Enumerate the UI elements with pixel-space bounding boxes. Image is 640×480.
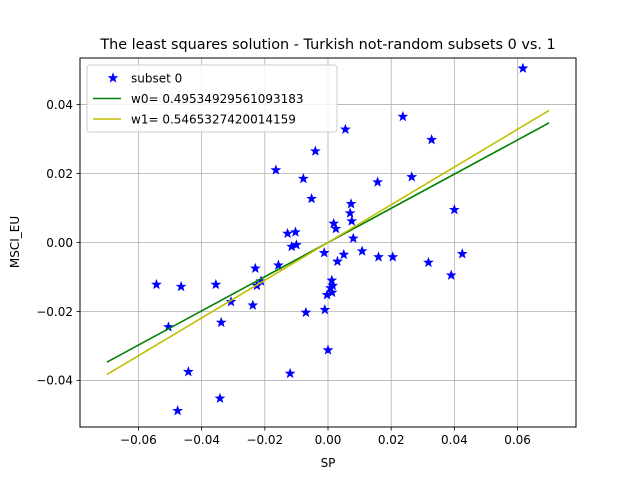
data-point [448,204,460,215]
data-point [356,245,368,256]
legend-marker [107,72,119,83]
x-tick-label: −0.06 [120,433,157,447]
data-point [225,296,237,307]
legend-label: w1= 0.5465327420014159 [131,112,296,126]
data-point [373,251,384,262]
data-point [339,123,351,134]
legend-label: w0= 0.49534929561093183 [131,92,304,106]
data-point [319,304,331,315]
data-point [282,227,293,239]
data-point [338,248,350,260]
data-point [273,259,284,270]
data-point [214,392,226,403]
data-point [215,316,227,328]
data-point [172,405,184,416]
data-point [300,306,312,318]
x-axis-label: SP [321,456,336,470]
y-tick-label: −0.02 [36,305,73,319]
axis-ticks: −0.06 −0.04 −0.02 0.00 0.02 0.04 0.06 −0.04 −0.0… [36,98,531,447]
data-point [517,62,529,73]
data-point [456,248,468,259]
data-point [372,176,383,187]
data-point [175,280,187,292]
data-point [326,274,338,286]
data-point [290,226,301,237]
x-tick-label: 0.06 [504,433,531,447]
data-point [387,251,399,262]
data-point [291,239,302,250]
y-tick-label: 0.02 [46,167,73,181]
series-layer [106,62,550,416]
data-point [151,278,162,290]
legend-box [86,64,338,133]
data-point [297,173,309,184]
data-point [406,171,418,182]
data-point [426,134,438,145]
data-point [318,247,330,258]
x-tick-label: −0.04 [183,433,220,447]
y-axis-label: MSCI_EU [8,216,22,268]
data-point [445,269,457,280]
y-tick-label: −0.04 [36,374,73,388]
data-point [284,367,296,379]
y-tick-label: 0.04 [46,98,73,112]
data-point [249,262,261,273]
data-point [326,286,338,298]
x-tick-label: −0.02 [246,433,283,447]
data-point [345,198,357,209]
data-point [332,255,343,267]
data-point [344,207,356,218]
data-point [322,344,334,355]
data-point [327,279,339,291]
x-tick-label: 0.02 [378,433,405,447]
data-point [397,110,409,122]
data-point [346,215,358,226]
legend: subset 0 w0= 0.49534929561093183 w1= 0.546… [86,64,338,133]
data-point [330,223,342,234]
data-point [210,278,222,290]
data-point [182,366,194,377]
data-point [270,164,282,175]
fit-line [106,109,550,376]
y-tick-label: 0.00 [46,236,73,250]
data-point [347,232,359,243]
x-tick-label: 0.00 [315,433,342,447]
data-point [247,299,259,310]
data-point [306,193,317,204]
data-point [309,145,321,156]
legend-label: subset 0 [131,71,182,85]
chart-title: The least squares solution - Turkish not… [99,37,555,53]
data-point [423,256,434,268]
x-tick-label: 0.04 [441,433,468,447]
data-point [328,217,340,229]
